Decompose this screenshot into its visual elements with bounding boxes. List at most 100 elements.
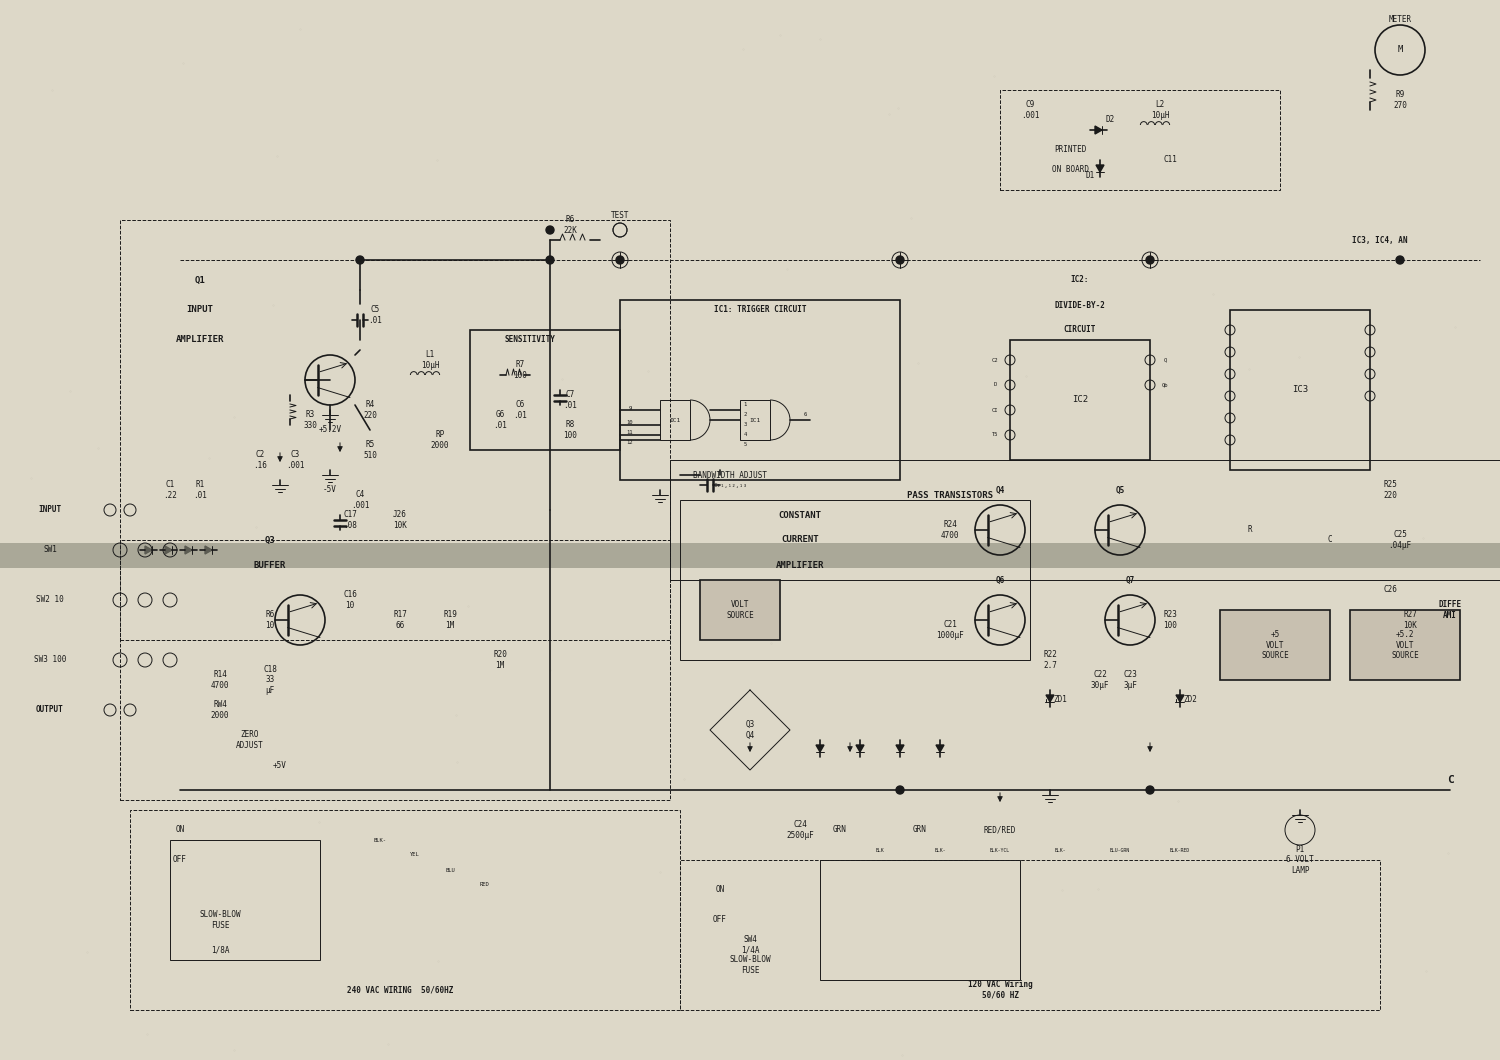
- Text: BLU-GRN: BLU-GRN: [1110, 848, 1130, 852]
- Bar: [700, 580, 780, 640]
- Text: 12: 12: [627, 441, 633, 445]
- Text: CURRENT: CURRENT: [782, 535, 819, 545]
- Polygon shape: [165, 546, 172, 554]
- Text: METER: METER: [1389, 16, 1411, 24]
- Text: R1
.01: R1 .01: [194, 480, 207, 499]
- Text: M: M: [1398, 46, 1402, 54]
- Text: Q: Q: [1164, 357, 1167, 363]
- Text: CI: CI: [992, 407, 999, 412]
- Text: AMPLIFIER: AMPLIFIER: [776, 561, 824, 569]
- Text: 1/8A: 1/8A: [210, 946, 230, 954]
- Text: D: D: [993, 383, 996, 388]
- Circle shape: [1146, 257, 1154, 264]
- Text: ZERO
ADJUST: ZERO ADJUST: [236, 730, 264, 749]
- Text: SW2 10: SW2 10: [36, 596, 64, 604]
- Text: R6
22K: R6 22K: [562, 215, 578, 234]
- Text: R22
2.7: R22 2.7: [1042, 650, 1058, 670]
- Text: IC3, IC4, AN: IC3, IC4, AN: [1353, 235, 1407, 245]
- Text: R5
510: R5 510: [363, 440, 376, 460]
- Text: Q4: Q4: [996, 485, 1005, 495]
- Text: C18
33
μF: C18 33 μF: [262, 665, 278, 695]
- Text: C7
.01: C7 .01: [562, 390, 578, 410]
- Circle shape: [1146, 787, 1154, 794]
- Text: RED: RED: [480, 883, 490, 887]
- Text: R19
1M: R19 1M: [442, 611, 458, 630]
- Text: 1: 1: [744, 403, 747, 407]
- Bar: [680, 500, 1030, 660]
- Text: SW3 100: SW3 100: [34, 655, 66, 665]
- Text: Q5: Q5: [1116, 485, 1125, 495]
- Text: 11: 11: [627, 430, 633, 436]
- Text: ON: ON: [176, 826, 184, 834]
- Bar: [120, 540, 670, 800]
- Bar: [1000, 90, 1280, 190]
- Text: BUFFER: BUFFER: [254, 561, 286, 569]
- Text: R23
100: R23 100: [1162, 611, 1178, 630]
- Text: Qb: Qb: [1161, 383, 1168, 388]
- Text: C21
1000μF: C21 1000μF: [936, 620, 964, 639]
- Text: DIVIDE-BY-2: DIVIDE-BY-2: [1054, 300, 1106, 310]
- Text: 1/4A
SLOW-BLOW
FUSE: 1/4A SLOW-BLOW FUSE: [729, 946, 771, 975]
- Text: R25
220: R25 220: [1383, 480, 1396, 499]
- Polygon shape: [184, 546, 192, 554]
- Text: VOLT
SOURCE: VOLT SOURCE: [726, 600, 754, 620]
- Text: SW1: SW1: [44, 546, 57, 554]
- Polygon shape: [1046, 695, 1054, 702]
- Circle shape: [356, 257, 364, 264]
- Text: OUTPUT: OUTPUT: [36, 706, 64, 714]
- Text: C26: C26: [1383, 585, 1396, 595]
- Text: SENSITIVITY: SENSITIVITY: [504, 336, 555, 344]
- Text: D1: D1: [1086, 171, 1095, 179]
- Text: IC3: IC3: [1292, 386, 1308, 394]
- Text: C2: C2: [992, 357, 999, 363]
- Text: OFF: OFF: [712, 916, 728, 924]
- Text: C₁₁,₁₂,₁₃: C₁₁,₁₂,₁₃: [712, 482, 747, 488]
- Text: 4: 4: [744, 432, 747, 438]
- Text: ZD2: ZD2: [1184, 695, 1197, 705]
- Circle shape: [546, 226, 554, 234]
- Text: C23
3μF: C23 3μF: [1124, 670, 1137, 690]
- Text: R9
270: R9 270: [1394, 90, 1407, 109]
- Text: TEST: TEST: [610, 211, 630, 219]
- Text: CIRCUIT: CIRCUIT: [1064, 325, 1096, 335]
- Text: 9: 9: [628, 406, 632, 410]
- Text: +5.2
VOLT
SOURCE: +5.2 VOLT SOURCE: [1390, 630, 1419, 660]
- Text: -5V: -5V: [322, 485, 338, 495]
- Text: Q3
Q4: Q3 Q4: [746, 721, 754, 740]
- Text: BLK-RED: BLK-RED: [1170, 848, 1190, 852]
- Polygon shape: [146, 546, 152, 554]
- Text: IC2: IC2: [1072, 395, 1088, 405]
- Text: BLK-: BLK-: [1054, 848, 1065, 852]
- Text: IC1: IC1: [750, 418, 760, 423]
- Text: C6
.01: C6 .01: [513, 401, 526, 420]
- Text: INPUT: INPUT: [39, 506, 62, 514]
- Bar: [470, 330, 620, 450]
- Text: RW4
2000: RW4 2000: [210, 701, 230, 720]
- Text: R: R: [1248, 526, 1252, 534]
- Bar: [1220, 610, 1330, 681]
- Text: BLK: BLK: [876, 848, 885, 852]
- Text: GRN: GRN: [833, 826, 848, 834]
- Text: BLK-: BLK-: [374, 837, 387, 843]
- Text: R6
10: R6 10: [266, 611, 274, 630]
- Text: T5: T5: [992, 432, 999, 438]
- Text: CONSTANT: CONSTANT: [778, 511, 822, 519]
- Text: R3
330: R3 330: [303, 410, 316, 429]
- Text: R7
100: R7 100: [513, 360, 526, 379]
- Text: C5
.01: C5 .01: [368, 305, 382, 324]
- Text: 2: 2: [744, 412, 747, 418]
- Text: Q1: Q1: [195, 276, 206, 284]
- Polygon shape: [816, 745, 824, 752]
- Bar: [0, 543, 1500, 567]
- Text: R14
4700: R14 4700: [210, 670, 230, 690]
- Text: PRINTED: PRINTED: [1054, 145, 1086, 155]
- Polygon shape: [936, 745, 944, 752]
- Bar: [120, 220, 670, 640]
- Text: Q6: Q6: [996, 576, 1005, 584]
- Text: R24
4700: R24 4700: [940, 520, 960, 540]
- Bar: [1010, 340, 1150, 460]
- Text: IC1: IC1: [669, 418, 681, 423]
- Text: DIFFE
AMI: DIFFE AMI: [1438, 600, 1461, 620]
- Text: 120 VAC Wiring
50/60 HZ: 120 VAC Wiring 50/60 HZ: [968, 980, 1032, 1000]
- Text: C: C: [1446, 775, 1454, 785]
